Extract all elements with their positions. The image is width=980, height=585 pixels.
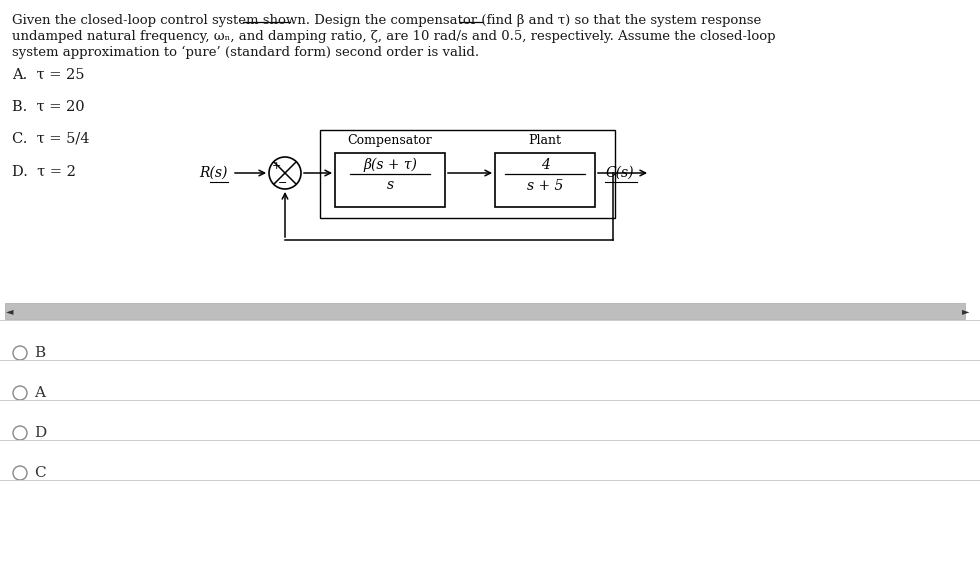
Text: Plant: Plant [528,134,562,147]
Text: R(s): R(s) [200,166,228,180]
Text: Given the closed-loop control system shown. Design the compensator (find β and τ: Given the closed-loop control system sho… [12,14,761,27]
Text: β(s + τ): β(s + τ) [363,158,416,172]
Text: 4: 4 [541,158,550,172]
Text: ►: ► [961,306,969,316]
Text: ◄: ◄ [6,306,14,316]
Text: C.  τ = 5/4: C. τ = 5/4 [12,132,89,146]
Text: s + 5: s + 5 [527,179,563,193]
Bar [335,153,445,207]
Text: C: C [34,466,46,480]
Text: B.  τ = 20: B. τ = 20 [12,100,84,114]
Text: A: A [34,386,45,400]
Text: C(s): C(s) [605,166,633,180]
Text: D: D [34,426,46,440]
Text: s: s [386,178,394,192]
Text: A.  τ = 25: A. τ = 25 [12,68,84,82]
Bar [320,130,615,218]
Bar [495,153,595,207]
Text: B: B [34,346,45,360]
Text: system approximation to ‘pure’ (standard form) second order is valid.: system approximation to ‘pure’ (standard… [12,46,479,59]
Text: undamped natural frequency, ωₙ, and damping ratio, ζ, are 10 rad/s and 0.5, resp: undamped natural frequency, ωₙ, and damp… [12,30,775,43]
Text: Compensator: Compensator [348,134,432,147]
Text: −: − [278,178,288,188]
Bar [5,303,965,319]
Text: +: + [271,161,280,171]
Text: D.  τ = 2: D. τ = 2 [12,165,75,179]
